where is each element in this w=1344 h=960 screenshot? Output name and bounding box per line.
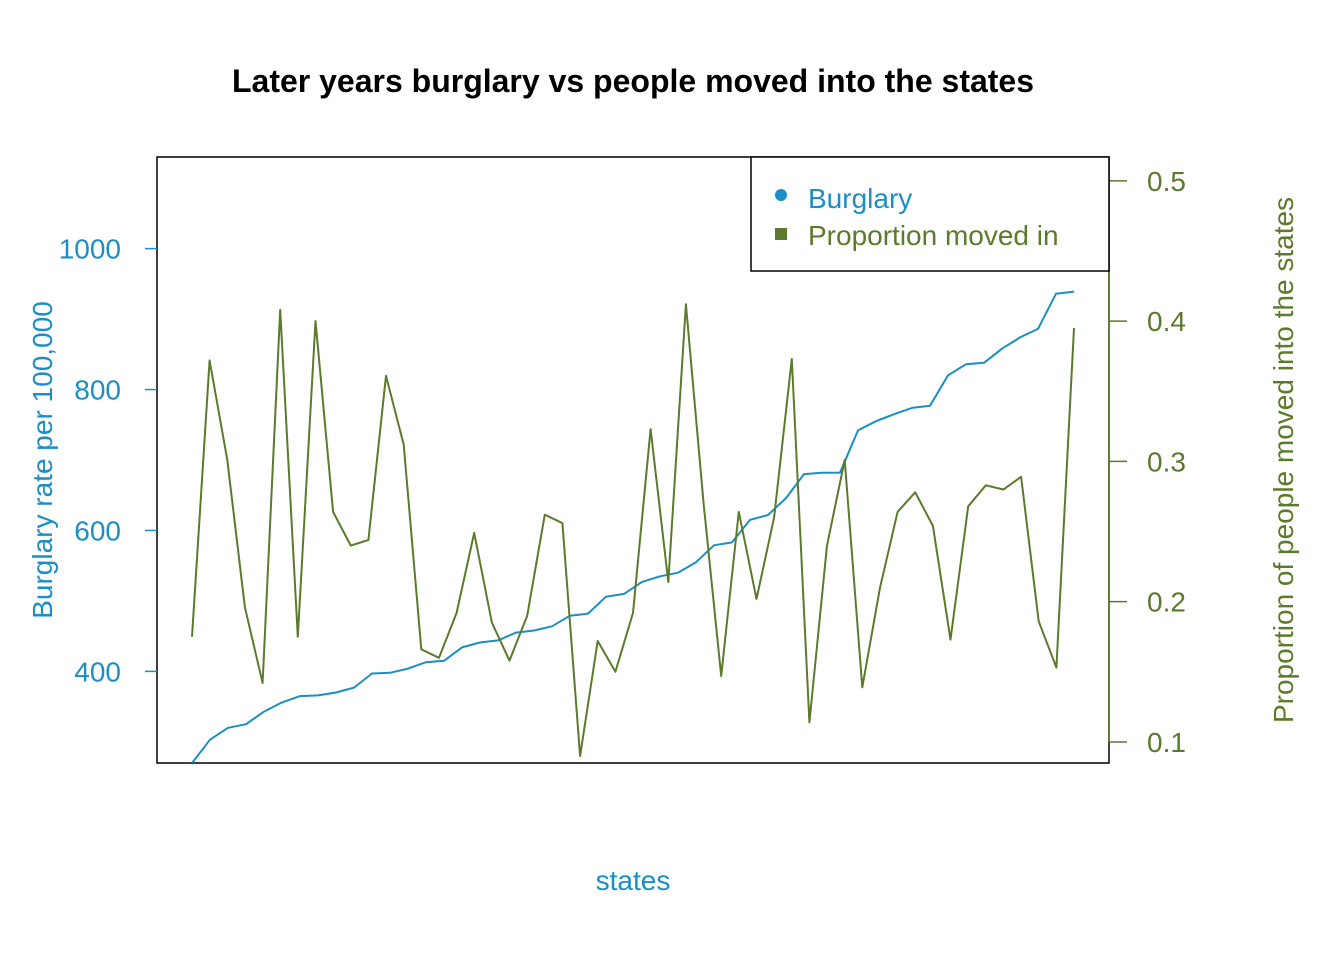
legend-marker-proportion xyxy=(775,228,787,240)
left-y-tick-label: 800 xyxy=(74,375,121,406)
legend-label-proportion: Proportion moved in xyxy=(808,220,1059,251)
right-y-tick-label: 0.5 xyxy=(1147,166,1186,197)
right-y-axis-label: Proportion of people moved into the stat… xyxy=(1268,197,1299,723)
right-y-tick-label: 0.2 xyxy=(1147,587,1186,618)
legend-box xyxy=(750,156,1110,272)
series-line-proportion-moved-in xyxy=(191,303,1075,757)
right-y-axis: 0.1 0.2 0.3 0.4 0.5 xyxy=(1108,166,1186,758)
right-y-tick-label: 0.4 xyxy=(1147,306,1186,337)
right-y-tick-label: 0.3 xyxy=(1147,446,1186,477)
left-y-tick-label: 1000 xyxy=(59,234,121,265)
left-y-axis: 400 600 800 1000 xyxy=(59,234,157,687)
legend-label-burglary: Burglary xyxy=(808,183,912,214)
x-axis-label: states xyxy=(596,865,671,896)
chart-title: Later years burglary vs people moved int… xyxy=(232,63,1034,99)
series-line-burglary xyxy=(191,290,1075,763)
right-y-tick-label: 0.1 xyxy=(1147,727,1186,758)
left-y-tick-label: 600 xyxy=(74,515,121,546)
left-y-tick-label: 400 xyxy=(74,656,121,687)
left-y-axis-label: Burglary rate per 100,000 xyxy=(27,301,58,619)
legend: Burglary Proportion moved in xyxy=(750,156,1110,272)
series-layer xyxy=(191,290,1075,763)
legend-marker-burglary xyxy=(775,189,787,201)
